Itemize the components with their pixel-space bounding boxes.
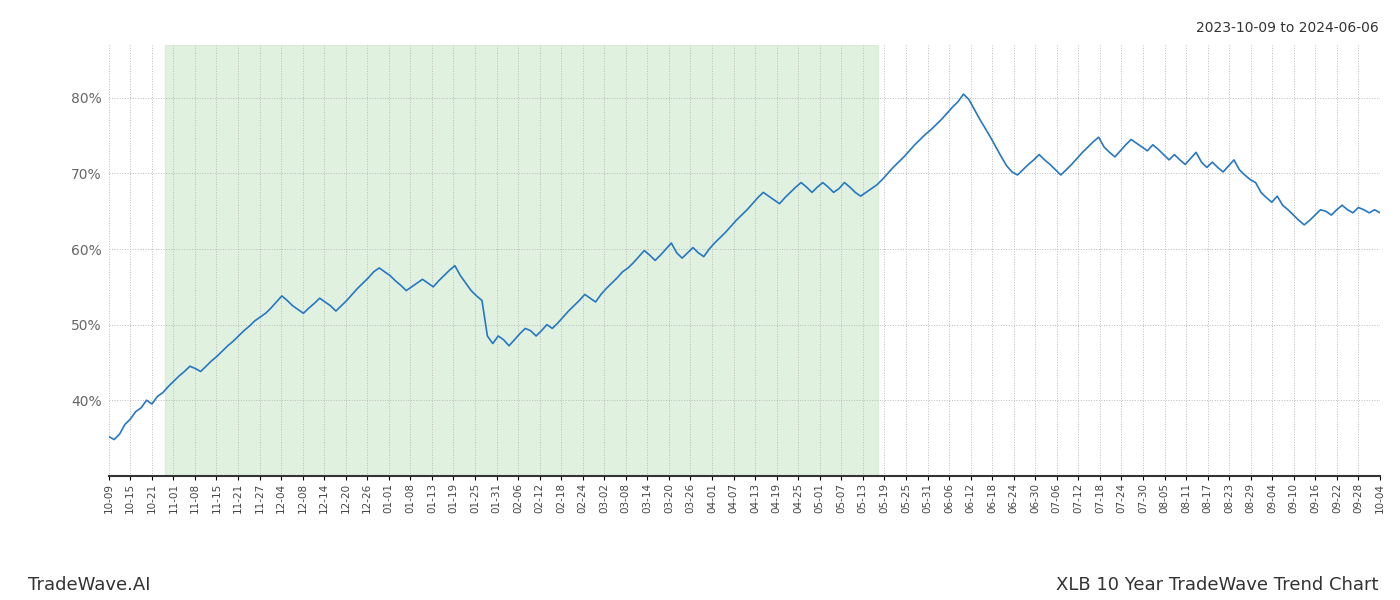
Bar	[165, 45, 878, 476]
Text: 2023-10-09 to 2024-06-06: 2023-10-09 to 2024-06-06	[1196, 21, 1379, 35]
Text: XLB 10 Year TradeWave Trend Chart: XLB 10 Year TradeWave Trend Chart	[1057, 576, 1379, 594]
Text: TradeWave.AI: TradeWave.AI	[28, 576, 151, 594]
